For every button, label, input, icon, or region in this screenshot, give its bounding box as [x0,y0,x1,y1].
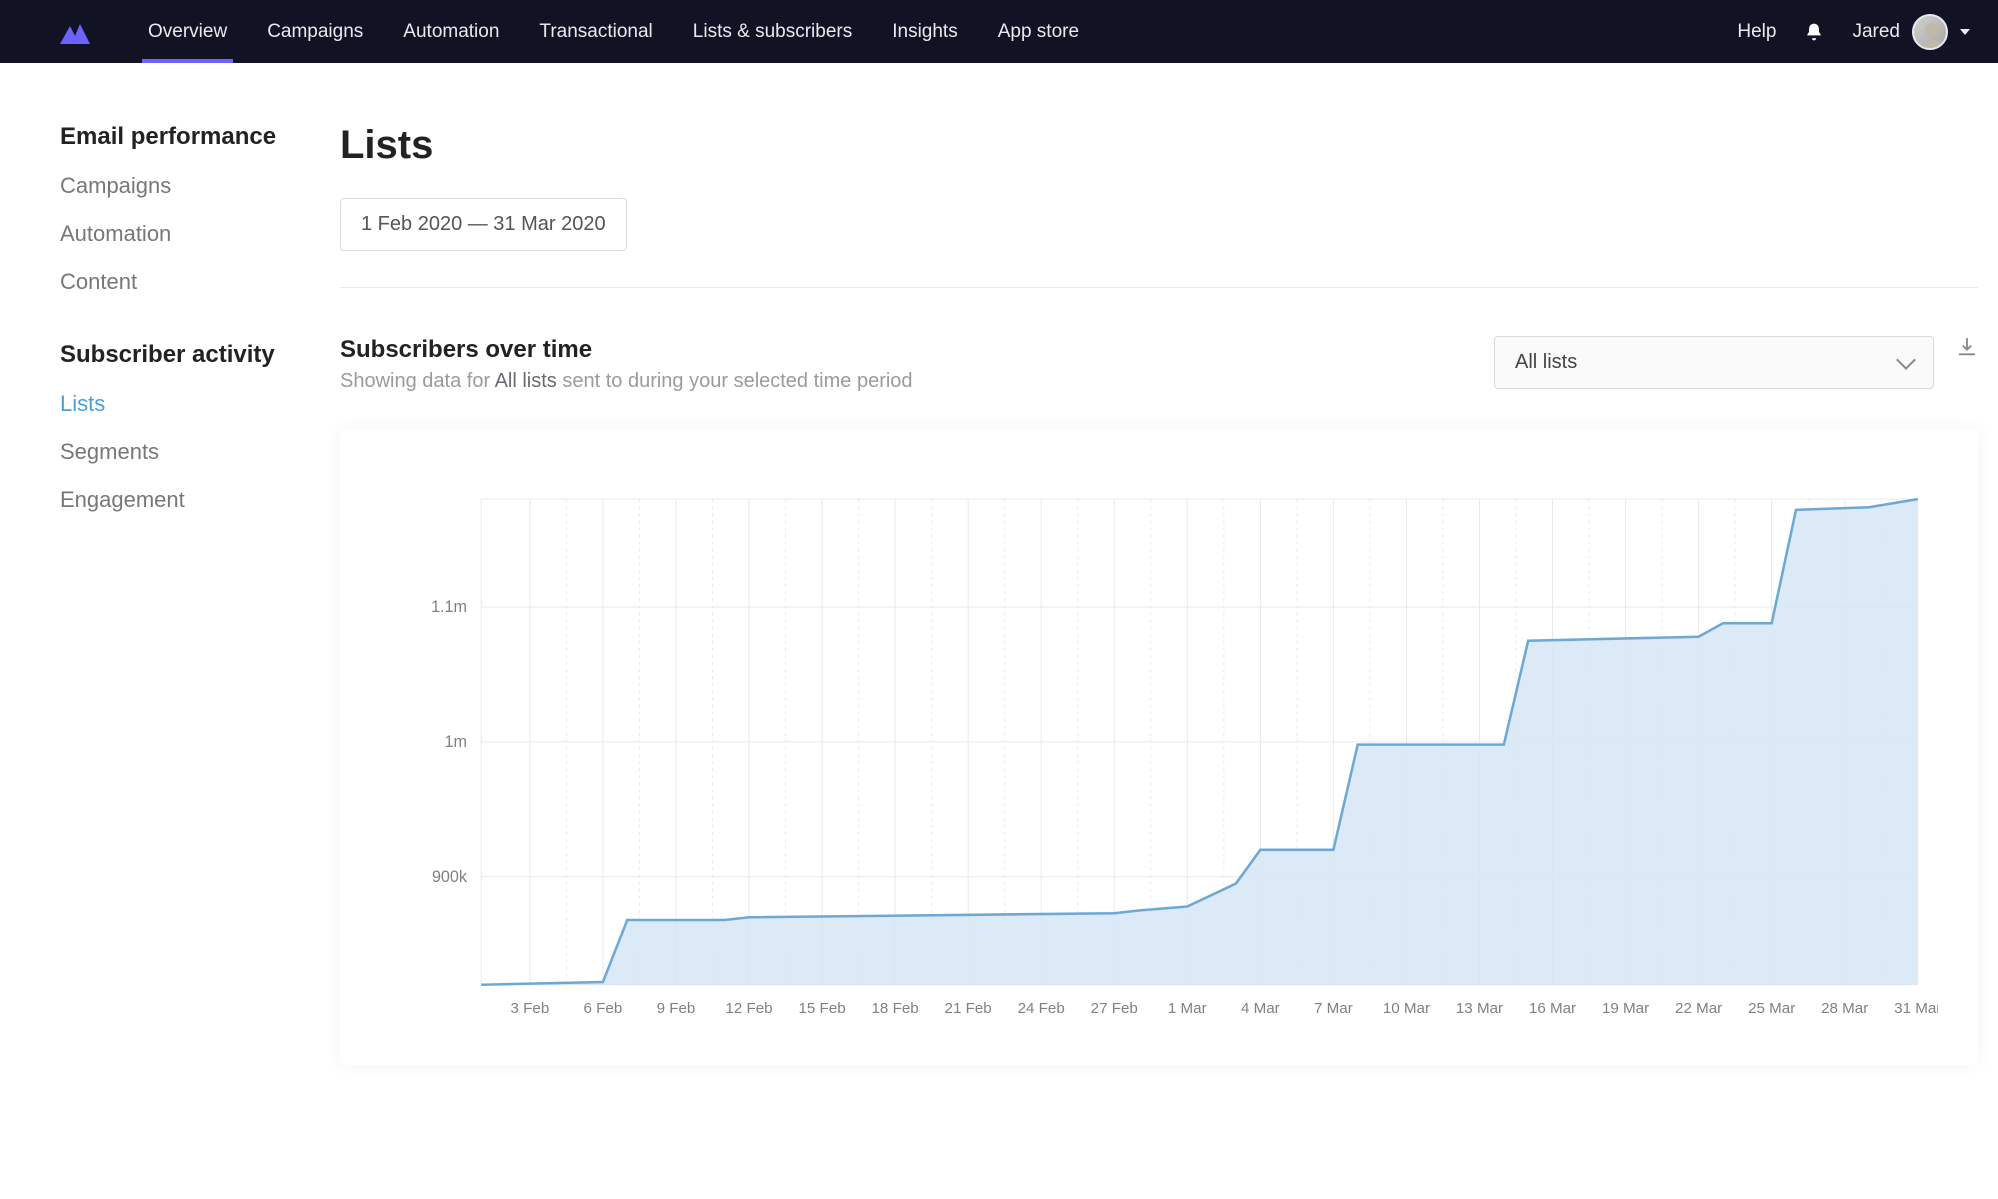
nav-item-lists-subscribers[interactable]: Lists & subscribers [673,0,872,63]
svg-text:3 Feb: 3 Feb [511,1000,550,1017]
svg-text:16 Mar: 16 Mar [1529,1000,1576,1017]
page-title: Lists [340,123,1978,168]
download-icon[interactable] [1956,336,1978,358]
sidebar: Email performance Campaigns Automation Con… [60,123,340,1065]
nav-item-transactional[interactable]: Transactional [519,0,672,63]
nav-item-overview[interactable]: Overview [128,0,247,63]
svg-text:4 Mar: 4 Mar [1241,1000,1280,1017]
sidebar-item-lists[interactable]: Lists [60,391,340,417]
svg-text:28 Mar: 28 Mar [1821,1000,1868,1017]
svg-text:900k: 900k [432,868,468,886]
svg-text:6 Feb: 6 Feb [584,1000,623,1017]
svg-text:18 Feb: 18 Feb [872,1000,919,1017]
svg-text:13 Mar: 13 Mar [1456,1000,1503,1017]
svg-text:19 Mar: 19 Mar [1602,1000,1649,1017]
main-content: Lists 1 Feb 2020 — 31 Mar 2020 Subscribe… [340,123,1978,1065]
section-title: Subscribers over time [340,336,1494,364]
subscribers-chart: 900k 1m 1.1m 3 Feb 6 Feb 9 Feb 12 Feb 15 Feb 18 … [340,429,1978,1065]
date-range-value: 1 Feb 2020 — 31 Mar 2020 [361,213,606,236]
nav-item-insights[interactable]: Insights [872,0,977,63]
svg-text:22 Mar: 22 Mar [1675,1000,1722,1017]
section-subtitle: Showing data for All lists sent to durin… [340,370,1494,393]
help-link[interactable]: Help [1737,21,1776,43]
brand-logo-icon[interactable] [60,20,90,44]
nav-item-app-store[interactable]: App store [978,0,1099,63]
sidebar-heading-subscriber-activity: Subscriber activity [60,341,340,369]
sidebar-item-segments[interactable]: Segments [60,439,340,465]
svg-text:21 Feb: 21 Feb [945,1000,992,1017]
svg-text:10 Mar: 10 Mar [1383,1000,1430,1017]
nav-item-automation[interactable]: Automation [383,0,519,63]
svg-text:12 Feb: 12 Feb [725,1000,772,1017]
user-name: Jared [1852,21,1900,43]
avatar [1912,14,1948,50]
list-filter-value: All lists [1515,351,1577,374]
top-nav: OverviewCampaignsAutomationTransactional… [0,0,1998,63]
main-nav: OverviewCampaignsAutomationTransactional… [128,0,1099,63]
sidebar-item-engagement[interactable]: Engagement [60,487,340,513]
svg-text:1 Mar: 1 Mar [1168,1000,1207,1017]
svg-text:7 Mar: 7 Mar [1314,1000,1353,1017]
divider [340,287,1978,288]
svg-text:31 Mar: 31 Mar [1894,1000,1938,1017]
svg-text:1.1m: 1.1m [431,598,467,616]
sidebar-heading-email-performance: Email performance [60,123,340,151]
chevron-down-icon [1896,350,1916,370]
area-chart-svg: 900k 1m 1.1m 3 Feb 6 Feb 9 Feb 12 Feb 15 Feb 18 … [380,489,1938,1035]
svg-text:9 Feb: 9 Feb [657,1000,696,1017]
nav-right: Help Jared [1737,14,1970,50]
sidebar-item-content[interactable]: Content [60,269,340,295]
svg-text:27 Feb: 27 Feb [1091,1000,1138,1017]
date-range-picker[interactable]: 1 Feb 2020 — 31 Mar 2020 [340,198,627,251]
svg-text:15 Feb: 15 Feb [798,1000,845,1017]
notifications-icon[interactable] [1804,21,1824,43]
svg-text:24 Feb: 24 Feb [1018,1000,1065,1017]
chevron-down-icon [1960,29,1970,35]
sidebar-item-campaigns[interactable]: Campaigns [60,173,340,199]
svg-text:1m: 1m [445,733,467,751]
nav-item-campaigns[interactable]: Campaigns [247,0,383,63]
list-filter-select[interactable]: All lists [1494,336,1934,389]
sidebar-item-automation[interactable]: Automation [60,221,340,247]
svg-text:25 Mar: 25 Mar [1748,1000,1795,1017]
user-menu[interactable]: Jared [1852,14,1970,50]
